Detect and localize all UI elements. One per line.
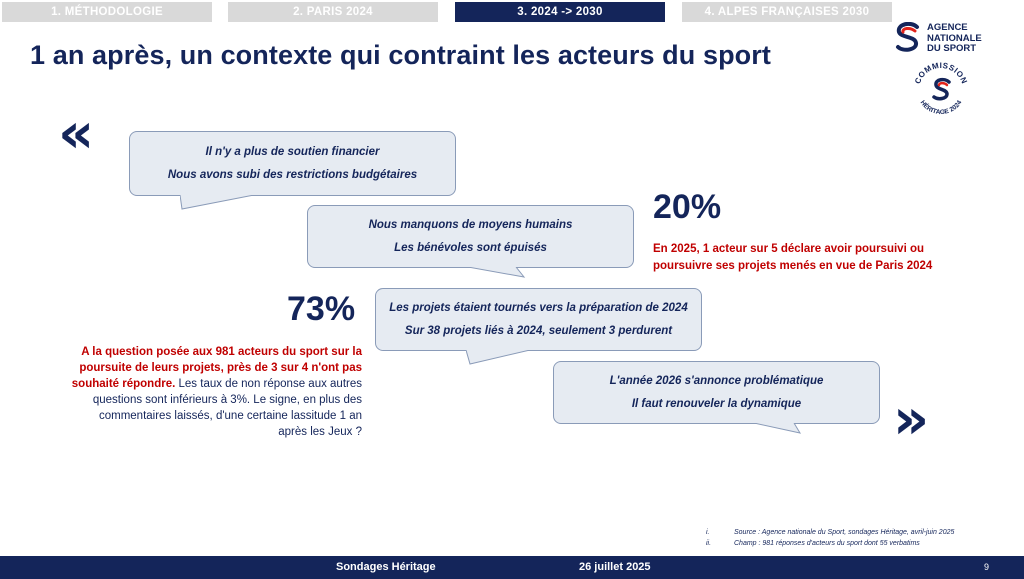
bubble-tail-icon <box>466 350 531 365</box>
bubble-line: Il n'y a plus de soutien financier <box>205 145 380 158</box>
close-quote-icon: » <box>893 387 930 452</box>
stat-73-rest: Les taux de non réponse aux autres quest… <box>92 378 362 438</box>
stat-73-highlight: A la question posée aux 981 acteurs du s… <box>71 346 362 390</box>
footer: Sondages Héritage 26 juillet 2025 9 <box>0 556 1024 579</box>
svg-text:COMMISSION: COMMISSION <box>913 61 969 85</box>
verbatim-bubble-human-resources: Nous manquons de moyens humains Les béné… <box>307 205 634 278</box>
bubble-line: Les projets étaient tournés vers la prép… <box>389 302 688 315</box>
page-number: 9 <box>984 562 990 572</box>
slide-title: 1 an après, un contexte qui contraint le… <box>30 40 771 70</box>
stat-73-percent: 73% <box>287 290 356 328</box>
bubble-tail-icon <box>180 195 255 210</box>
footer-date: 26 juillet 2025 <box>579 561 651 573</box>
bubble-line: Sur 38 projets liés à 2024, seulement 3 … <box>404 324 673 337</box>
agence-nationale-du-sport-logo: AGENCE NATIONALE DU SPORT COMMISSION HÉR… <box>893 22 1003 118</box>
source-text: Source : Agence nationale du Sport, sond… <box>734 529 955 536</box>
bubble-line: L'année 2026 s'annonce problématique <box>609 375 824 388</box>
source-text: Champ : 981 réponses d'acteurs du sport … <box>734 540 920 547</box>
tab-methodologie[interactable]: 1. MÉTHODOLOGIE <box>2 2 212 22</box>
bubble-line: Il faut renouveler la dynamique <box>631 397 802 410</box>
verbatim-bubble-financial: Il n'y a plus de soutien financier Nous … <box>129 131 456 210</box>
footer-title: Sondages Héritage <box>336 561 436 573</box>
commission-heritage-seal-icon: COMMISSION HÉRITAGE 2024 <box>913 61 969 116</box>
source-row: ii. Champ : 981 réponses d'acteurs du sp… <box>706 538 954 549</box>
tab-alpes-francaises-2030[interactable]: 4. ALPES FRANÇAISES 2030 <box>682 2 892 22</box>
bubble-tail-icon <box>754 423 802 434</box>
source-num: ii. <box>706 540 712 547</box>
section-tabs: 1. MÉTHODOLOGIE 2. PARIS 2024 3. 2024 ->… <box>0 2 1024 22</box>
bubble-line: Nous manquons de moyens humains <box>368 219 573 232</box>
stat-73-paragraph: A la question posée aux 981 acteurs du s… <box>70 344 362 440</box>
bubble-line: Nous avons subi des restrictions budgéta… <box>167 169 418 182</box>
verbatim-bubble-projects: Les projets étaient tournés vers la prép… <box>375 288 702 365</box>
source-num: i. <box>706 529 710 536</box>
logo-name: AGENCE NATIONALE DU SPORT <box>927 22 982 54</box>
stat-20-percent: 20% <box>653 188 722 226</box>
verbatim-bubble-2026: L'année 2026 s'annonce problématique Il … <box>553 361 880 434</box>
bubble-line: Les bénévoles sont épuisés <box>394 241 547 254</box>
tab-2024-2030[interactable]: 3. 2024 -> 2030 <box>455 2 665 22</box>
bubble-tail-icon <box>468 267 526 278</box>
tab-paris-2024[interactable]: 2. PARIS 2024 <box>228 2 438 22</box>
source-row: i. Source : Agence nationale du Sport, s… <box>706 527 954 538</box>
stat-20-note: En 2025, 1 acteur sur 5 déclare avoir po… <box>653 243 933 272</box>
svg-text:HÉRITAGE 2024: HÉRITAGE 2024 <box>919 99 964 116</box>
open-quote-icon: « <box>58 101 95 166</box>
ans-s-logo-icon <box>896 22 919 52</box>
sources: i. Source : Agence nationale du Sport, s… <box>706 527 954 549</box>
